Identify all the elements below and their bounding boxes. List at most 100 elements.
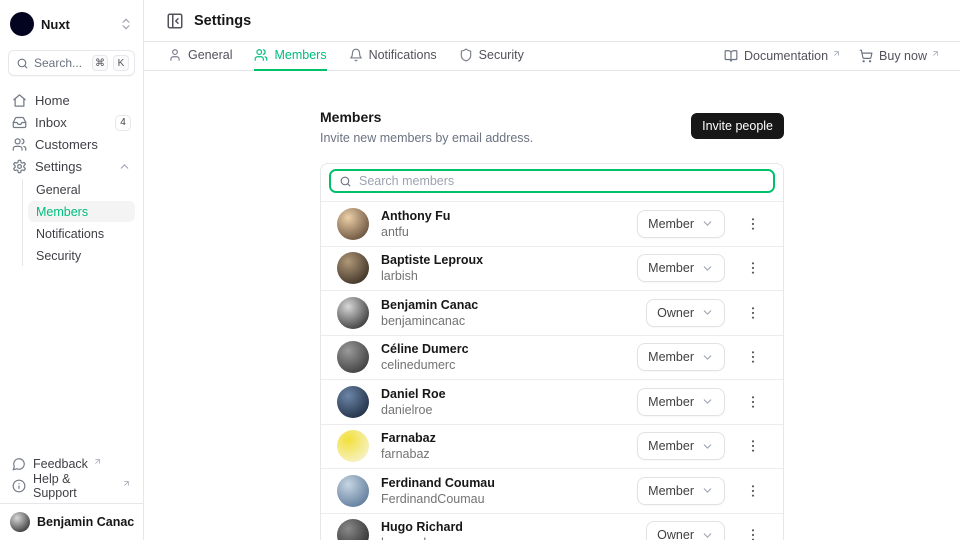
member-name: Céline Dumerc (381, 342, 469, 357)
members-search-wrap (321, 164, 783, 201)
avatar (337, 430, 369, 463)
member-role-select[interactable]: Member (637, 432, 725, 461)
member-name: Hugo Richard (381, 520, 463, 535)
chevron-down-icon (701, 529, 714, 540)
member-role-select[interactable]: Member (637, 254, 725, 283)
sidebar-subitem-notifications[interactable]: Notifications (36, 226, 105, 241)
chevron-down-icon (701, 440, 714, 453)
chevrons-up-down-icon (119, 17, 133, 31)
header-link-buy-now[interactable]: Buy now (859, 49, 940, 63)
member-role-value: Owner (657, 528, 694, 540)
member-row-benjamincanac: Benjamin Canac benjamincanac Owner (321, 290, 783, 335)
member-actions-menu-icon[interactable] (745, 305, 761, 321)
tab-members[interactable]: Members (254, 42, 327, 71)
member-actions-menu-icon[interactable] (745, 483, 761, 499)
panel-left-close-icon[interactable] (166, 12, 184, 30)
sidebar-item-customers[interactable]: Customers (8, 134, 135, 155)
member-name: Daniel Roe (381, 386, 446, 401)
sidebar-link-help-support[interactable]: Help & Support (8, 472, 135, 500)
member-actions-menu-icon[interactable] (745, 216, 761, 232)
member-role-select[interactable]: Member (637, 387, 725, 416)
sidebar-settings-subnav: General Members Notifications Security (22, 179, 135, 266)
tab-general[interactable]: General (168, 42, 232, 71)
member-actions-menu-icon[interactable] (745, 438, 761, 454)
sidebar-subitem-security[interactable]: Security (36, 248, 82, 263)
sidebar-item-inbox[interactable]: Inbox 4 (8, 112, 135, 133)
member-role-select[interactable]: Member (637, 209, 725, 238)
member-role-select[interactable]: Owner (646, 521, 725, 540)
member-role-select[interactable]: Member (637, 343, 725, 372)
sidebar-item-settings[interactable]: Settings (8, 156, 135, 177)
section-header: Members Invite new members by email addr… (320, 109, 784, 145)
member-username: hugorcd (381, 536, 634, 540)
tab-label: Notifications (368, 48, 437, 62)
member-role-value: Member (648, 216, 694, 231)
user-menu[interactable]: Benjamin Canac (0, 503, 143, 540)
tab-label: General (188, 48, 233, 62)
inbox-icon (12, 115, 27, 130)
external-link-icon (122, 479, 131, 488)
invite-people-button[interactable]: Invite people (691, 113, 784, 139)
sidebar-item-label: Home (35, 93, 70, 108)
workspace-switcher[interactable]: Nuxt (8, 8, 135, 40)
member-actions-menu-icon[interactable] (745, 349, 761, 365)
header-links: Documentation Buy now (724, 42, 940, 70)
sidebar-link-feedback[interactable]: Feedback (8, 453, 135, 475)
member-name: Benjamin Canac (381, 297, 479, 312)
members-list: Anthony Fu antfu Member Baptiste Leproux… (321, 201, 783, 540)
tab-notifications[interactable]: Notifications (349, 42, 437, 71)
member-actions-menu-icon[interactable] (745, 260, 761, 276)
member-actions-menu-icon[interactable] (745, 394, 761, 410)
members-search-input[interactable] (331, 171, 773, 191)
header-link-documentation[interactable]: Documentation (724, 49, 841, 63)
book-icon (724, 49, 738, 63)
header-link-label: Buy now (879, 49, 927, 63)
inbox-badge: 4 (115, 114, 131, 131)
member-role-value: Member (648, 483, 694, 498)
sidebar-search[interactable]: ⌘ K (8, 50, 135, 76)
member-role-value: Owner (657, 305, 694, 320)
external-link-icon (931, 49, 940, 58)
tab-bar: General Members Notifications Security Docu… (144, 42, 960, 71)
sidebar-item-home[interactable]: Home (8, 90, 135, 111)
member-role-value: Member (648, 394, 694, 409)
member-actions-menu-icon[interactable] (745, 527, 761, 540)
member-row-farnabaz: Farnabaz farnabaz Member (321, 423, 783, 469)
member-role-value: Member (648, 350, 694, 365)
member-username: danielroe (381, 402, 433, 417)
page-header: Settings (144, 0, 960, 42)
sidebar-subitem-general[interactable]: General (36, 182, 81, 197)
member-role-select[interactable]: Owner (646, 298, 725, 327)
member-role-select[interactable]: Member (637, 476, 725, 505)
kbd-k: K (113, 55, 129, 71)
avatar (337, 341, 369, 374)
member-name: Ferdinand Coumau (381, 475, 495, 490)
sidebar-subitem-members[interactable]: Members (28, 201, 135, 222)
sidebar-footer-links: Feedback Help & Support (0, 453, 143, 503)
user-icon (168, 48, 182, 62)
sidebar-search-input[interactable] (34, 56, 87, 70)
chevron-down-icon (701, 262, 714, 275)
tab-label: Members (274, 48, 327, 62)
header-link-label: Documentation (743, 49, 829, 63)
avatar (337, 207, 369, 240)
member-row-larbish: Baptiste Leproux larbish Member (321, 245, 783, 291)
workspace-name: Nuxt (41, 16, 70, 32)
member-username: farnabaz (381, 447, 430, 462)
content: Members Invite new members by email addr… (144, 71, 960, 540)
member-username: benjamincanac (381, 313, 466, 328)
member-row-celinedumerc: Céline Dumerc celinedumerc Member (321, 334, 783, 380)
bell-icon (349, 48, 363, 62)
member-role-value: Member (648, 261, 694, 276)
chevron-down-icon (701, 395, 714, 408)
sidebar-item-label: Inbox (35, 115, 67, 130)
member-name: Anthony Fu (381, 208, 451, 223)
page-title: Settings (194, 12, 252, 29)
cart-icon (859, 49, 873, 63)
kbd-cmd: ⌘ (92, 55, 108, 71)
home-icon (12, 93, 27, 108)
chevron-down-icon (701, 306, 714, 319)
avatar (10, 512, 30, 532)
tab-security[interactable]: Security (459, 42, 524, 71)
member-name: Farnabaz (381, 431, 436, 446)
